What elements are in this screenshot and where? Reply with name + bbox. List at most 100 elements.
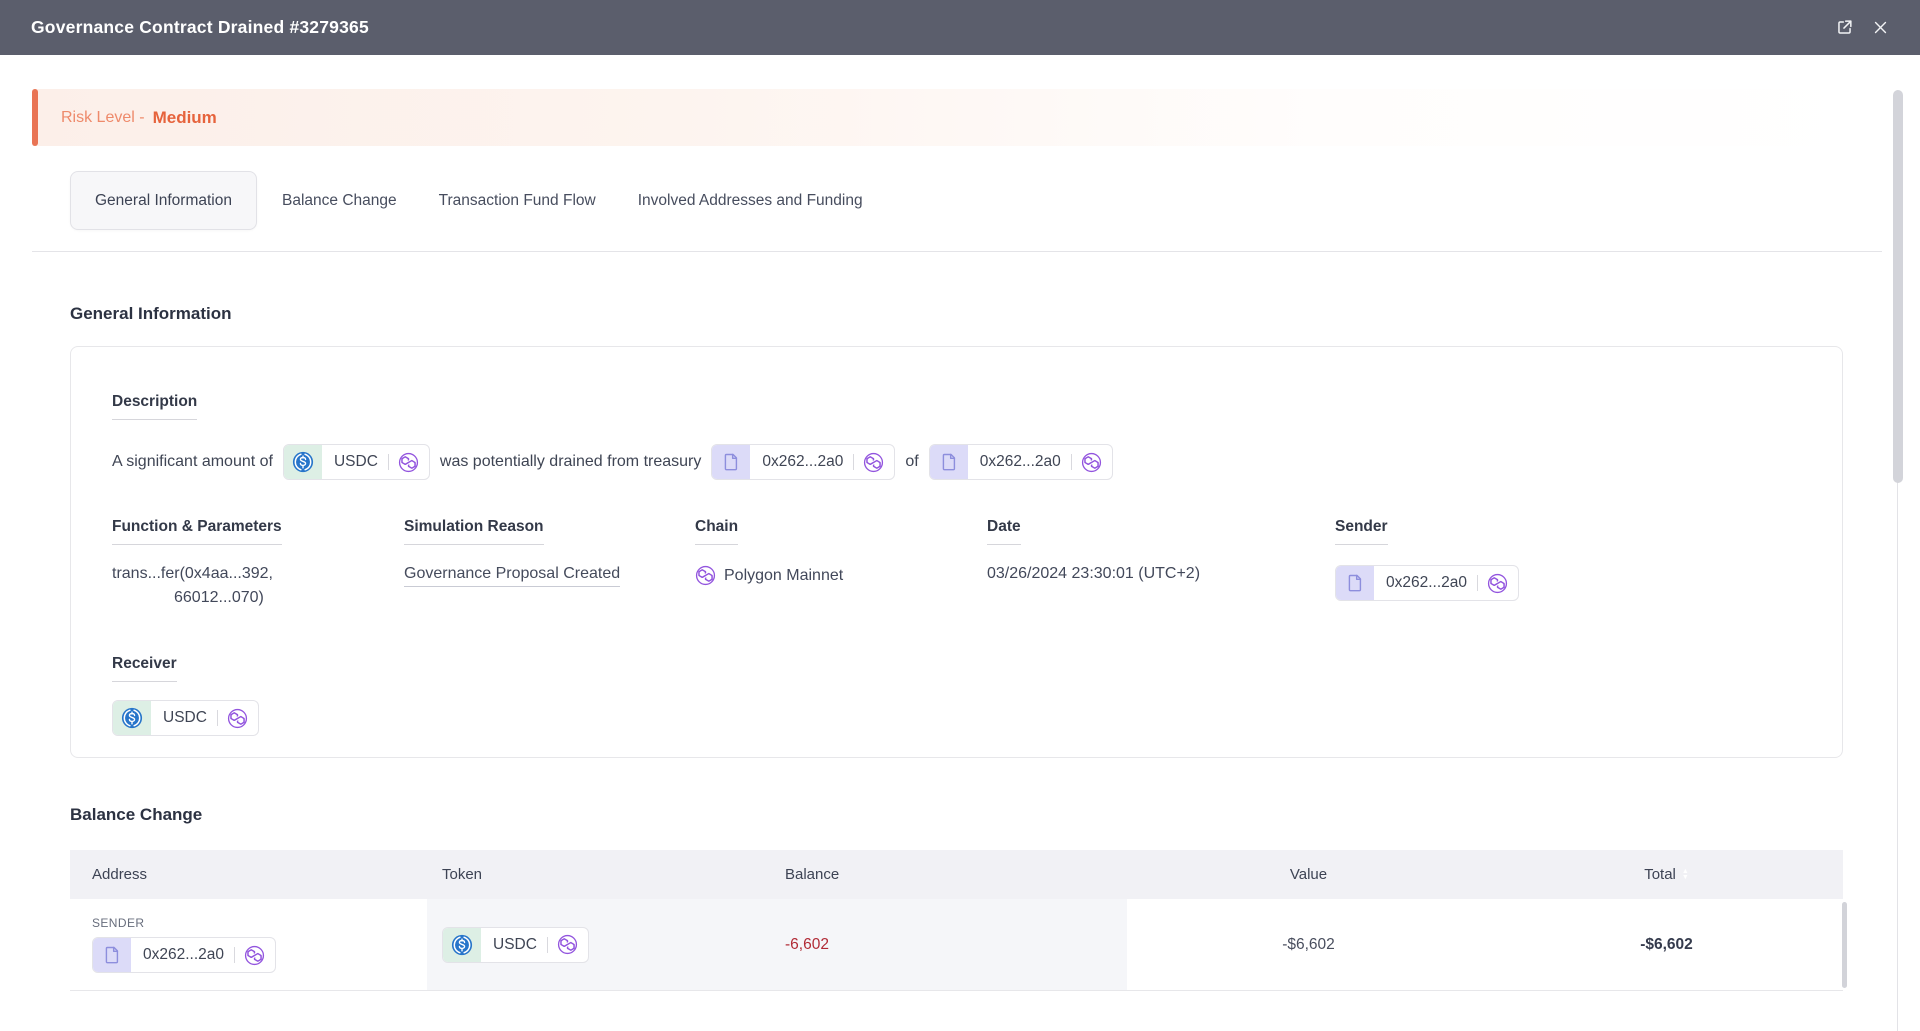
- contract-document-icon: [93, 938, 131, 972]
- table-row: SENDER 0x262...2a0: [70, 899, 1843, 991]
- row-address-cell: SENDER 0x262...2a0: [70, 899, 427, 990]
- row-value-cell: -$6,602: [1282, 935, 1335, 953]
- field-simulation-reason: Simulation Reason Governance Proposal Cr…: [404, 518, 695, 607]
- polygon-network-icon[interactable]: [1478, 573, 1518, 594]
- receiver-label: Receiver: [112, 655, 177, 682]
- address-type-label: SENDER: [92, 916, 145, 930]
- polygon-network-icon[interactable]: [218, 708, 258, 729]
- chip-separator: [387, 454, 389, 470]
- row-balance-cell: -6,602: [765, 899, 1127, 990]
- usdc-icon: [113, 701, 151, 735]
- description-part1: A significant amount of: [112, 453, 273, 470]
- risk-level-label: Risk Level -: [61, 108, 145, 126]
- function-parameters-label: Function & Parameters: [112, 518, 282, 545]
- column-header-balance: Balance: [785, 866, 840, 883]
- function-parameters-value: trans...fer(0x4aa...392, 66012...070): [112, 565, 404, 607]
- tab-balance-change[interactable]: Balance Change: [282, 191, 397, 209]
- modal-body: Risk Level - Medium General Information …: [0, 55, 1920, 991]
- address-chip-label: 0x262...2a0: [979, 453, 1061, 470]
- column-header-token: Token: [442, 866, 483, 883]
- column-header-address: Address: [92, 866, 148, 883]
- row-token-cell: USDC: [427, 899, 765, 990]
- open-external-icon[interactable]: [1834, 18, 1854, 38]
- token-chip-usdc[interactable]: USDC: [282, 444, 430, 480]
- sender-label: Sender: [1335, 518, 1388, 545]
- address-chip-treasury[interactable]: 0x262...2a0: [711, 444, 896, 480]
- polygon-network-icon[interactable]: [548, 934, 588, 955]
- field-chain: Chain Polygon Mainnet: [695, 518, 987, 607]
- header-actions: [1834, 18, 1890, 38]
- description-text: A significant amount of USDC: [112, 444, 1812, 480]
- chip-separator: [1070, 454, 1072, 470]
- contract-document-icon: [1336, 566, 1374, 600]
- chip-separator: [216, 710, 218, 726]
- date-value: 03/26/2024 23:30:01 (UTC+2): [987, 565, 1201, 582]
- close-icon[interactable]: [1870, 18, 1890, 38]
- description-part2: was potentially drained from treasury: [439, 453, 702, 470]
- contract-document-icon: [712, 445, 751, 479]
- sender-address-chip[interactable]: 0x262...2a0: [1335, 565, 1520, 601]
- field-receiver: Receiver USDC: [112, 655, 1812, 736]
- scrollbar-track: [1897, 90, 1898, 1031]
- function-line1: trans...fer(0x4aa...392,: [112, 565, 273, 582]
- sort-asc-icon[interactable]: ▲: [1681, 868, 1689, 876]
- field-function-parameters: Function & Parameters trans...fer(0x4aa.…: [112, 518, 404, 607]
- sender-address-label: 0x262...2a0: [1386, 574, 1468, 591]
- address-chip-label: 0x262...2a0: [762, 453, 844, 470]
- table-header-row: Address Token Balance Value Total ▲ ▼: [70, 850, 1843, 899]
- chain-value: Polygon Mainnet: [724, 566, 844, 584]
- risk-accent-bar: [32, 89, 38, 146]
- modal-header: Governance Contract Drained #3279365: [0, 0, 1920, 55]
- address-chip-owner[interactable]: 0x262...2a0: [928, 444, 1113, 480]
- field-sender: Sender 0x262...2a0: [1335, 518, 1812, 607]
- polygon-chain-icon: [695, 565, 716, 586]
- tab-transaction-fund-flow[interactable]: Transaction Fund Flow: [438, 191, 596, 209]
- row-total-cell: -$6,602: [1640, 935, 1693, 953]
- scrollbar-thumb[interactable]: [1893, 90, 1903, 483]
- field-date: Date 03/26/2024 23:30:01 (UTC+2): [987, 518, 1335, 607]
- tab-bar: General Information Balance Change Trans…: [70, 171, 1874, 230]
- chip-separator: [1477, 575, 1479, 591]
- row-address-label: 0x262...2a0: [143, 946, 225, 963]
- column-header-value: Value: [1289, 866, 1328, 883]
- contract-document-icon: [929, 445, 968, 479]
- chip-separator: [853, 454, 855, 470]
- balance-change-heading: Balance Change: [70, 805, 203, 824]
- date-label: Date: [987, 518, 1021, 545]
- chip-separator: [234, 947, 236, 963]
- row-token-chip[interactable]: USDC: [442, 926, 589, 963]
- tab-general-information[interactable]: General Information: [70, 171, 257, 230]
- general-information-card: Description A significant amount of USDC: [70, 346, 1843, 758]
- polygon-network-icon[interactable]: [1072, 452, 1112, 473]
- modal-title: Governance Contract Drained #3279365: [31, 17, 369, 37]
- risk-level-banner: Risk Level - Medium: [32, 89, 1874, 146]
- row-token-label: USDC: [493, 935, 537, 953]
- general-fields: Function & Parameters trans...fer(0x4aa.…: [112, 518, 1812, 607]
- risk-level-value: Medium: [152, 107, 217, 127]
- balance-change-table: Address Token Balance Value Total ▲ ▼ SEND…: [70, 850, 1847, 991]
- general-information-heading: General Information: [70, 304, 232, 323]
- row-address-chip[interactable]: 0x262...2a0: [92, 937, 277, 973]
- table-scrollbar-thumb[interactable]: [1842, 902, 1847, 988]
- simulation-reason-label: Simulation Reason: [404, 518, 544, 545]
- token-chip-label: USDC: [333, 453, 378, 470]
- description-part3: of: [905, 453, 919, 470]
- receiver-token-label: USDC: [163, 709, 207, 726]
- column-header-total[interactable]: Total ▲ ▼: [1490, 866, 1843, 883]
- sort-icons[interactable]: ▲ ▼: [1681, 868, 1689, 882]
- total-header-label: Total: [1644, 866, 1676, 883]
- sort-desc-icon[interactable]: ▼: [1681, 874, 1689, 882]
- tabs-divider: [32, 251, 1882, 252]
- receiver-token-chip[interactable]: USDC: [112, 700, 259, 736]
- polygon-network-icon[interactable]: [854, 452, 894, 473]
- polygon-network-icon[interactable]: [235, 945, 275, 966]
- tab-involved-addresses[interactable]: Involved Addresses and Funding: [637, 191, 863, 209]
- description-label: Description: [112, 393, 198, 420]
- simulation-reason-link[interactable]: Governance Proposal Created: [404, 565, 621, 587]
- usdc-icon: [283, 445, 322, 479]
- usdc-icon: [443, 927, 481, 962]
- polygon-network-icon[interactable]: [389, 452, 429, 473]
- chain-label: Chain: [695, 518, 739, 545]
- chip-separator: [546, 936, 548, 953]
- function-line2: 66012...070): [174, 589, 264, 606]
